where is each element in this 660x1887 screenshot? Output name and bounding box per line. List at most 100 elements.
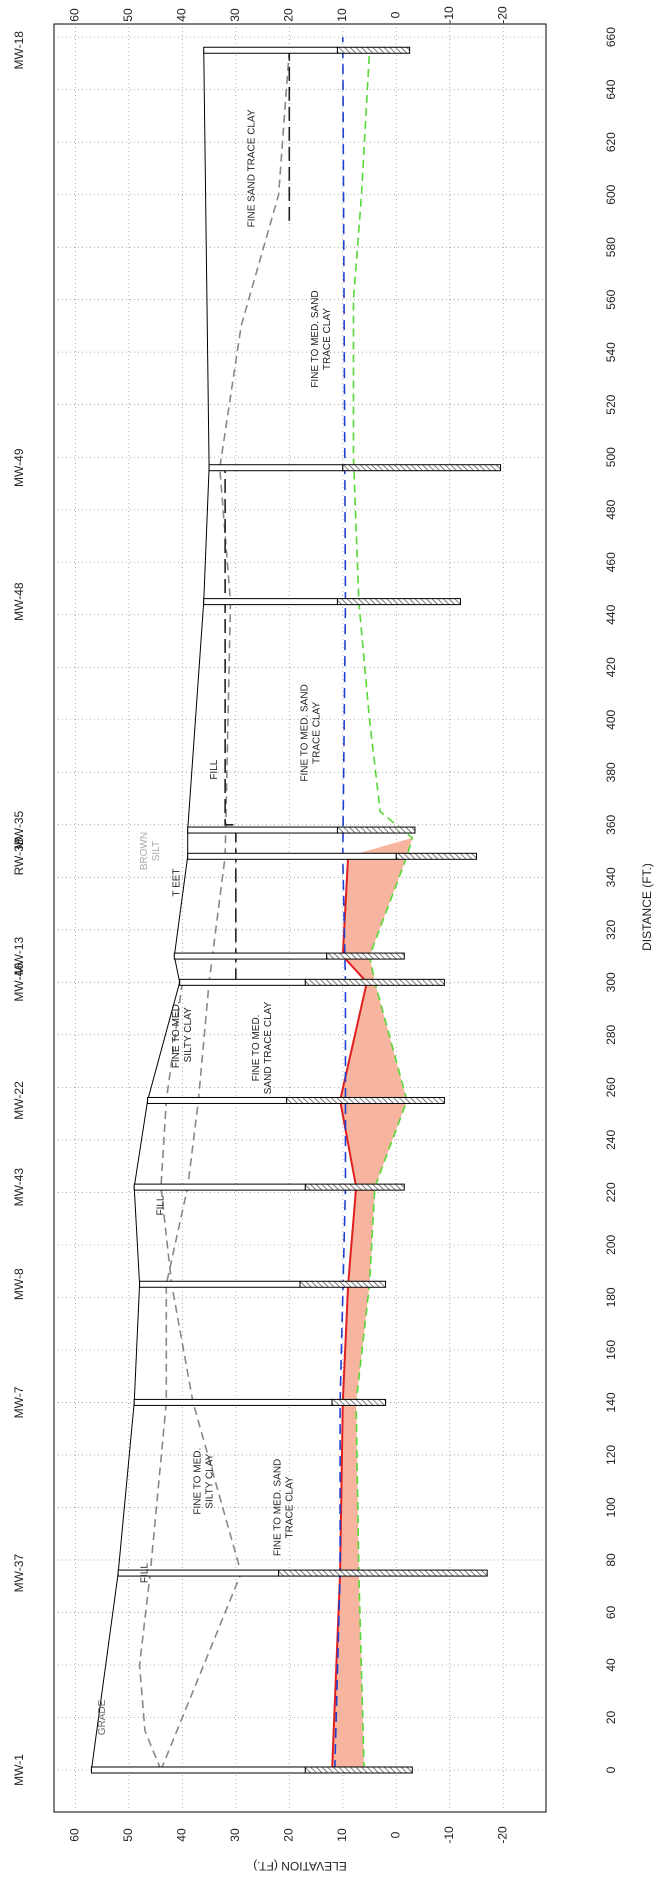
- well-casing: [187, 852, 397, 860]
- well-screen: [336, 46, 411, 54]
- well-casing: [133, 1398, 333, 1406]
- cross-section: DISTANCE (FT.) ELEVATION (FT.) 60 60 50 50 4…: [12, 6, 654, 1873]
- well-label: MW-1: [12, 1754, 26, 1786]
- annotation: SILT: [151, 841, 162, 861]
- well-label: MW-48: [12, 582, 26, 621]
- annotation: TRACE CLAY: [322, 308, 333, 370]
- well-label: MW-35: [12, 810, 26, 849]
- y-tick-label: 0: [388, 1831, 402, 1838]
- y-tick-label: -20: [495, 6, 509, 24]
- y-tick-label: 10: [335, 8, 349, 22]
- x-tick-label: 420: [604, 657, 618, 677]
- well-screen: [342, 464, 502, 472]
- annotation: SAND TRACE CLAY: [263, 1001, 274, 1094]
- well-screen: [304, 978, 445, 986]
- well-casing: [173, 952, 328, 960]
- x-tick-label: 120: [604, 1445, 618, 1465]
- x-tick-label: 500: [604, 447, 618, 467]
- well-casing: [139, 1280, 301, 1288]
- x-tick-label: 240: [604, 1130, 618, 1150]
- profile-line: [333, 37, 347, 1771]
- well-casing: [187, 826, 338, 834]
- annotation: FINE TO MED.: [192, 1448, 203, 1515]
- annotation: TRACE CLAY: [285, 1476, 296, 1538]
- well-label: MW-22: [12, 1081, 26, 1120]
- y-tick-label: 20: [281, 1828, 295, 1842]
- well-casing: [179, 978, 306, 986]
- x-tick-label: 460: [604, 552, 618, 572]
- x-tick-label: 320: [604, 919, 618, 939]
- profile-line: [224, 467, 237, 983]
- x-tick-label: 60: [604, 1605, 618, 1619]
- y-tick-label: -20: [495, 1826, 509, 1844]
- well-label: MW-13: [12, 937, 26, 976]
- annotation: T EET: [172, 868, 183, 896]
- x-tick-label: 400: [604, 709, 618, 729]
- well-casing: [90, 1766, 306, 1774]
- well-screen: [278, 1569, 488, 1577]
- x-tick-label: 620: [604, 132, 618, 152]
- plume-area: [332, 837, 413, 1770]
- annotation: FINE TO MED.: [171, 1001, 182, 1068]
- well-label: MW-43: [12, 1168, 26, 1207]
- x-tick-label: 200: [604, 1235, 618, 1255]
- x-tick-label: 520: [604, 394, 618, 414]
- well-casing: [133, 1183, 306, 1191]
- well-label: MW-49: [12, 448, 26, 487]
- y-tick-label: 40: [175, 8, 189, 22]
- well-label: RW-3B: [12, 837, 26, 875]
- x-tick-label: 380: [604, 762, 618, 782]
- annotation: FILL: [156, 1195, 167, 1215]
- x-tick-label: 300: [604, 972, 618, 992]
- y-tick-label: 60: [68, 8, 82, 22]
- x-tick-label: 80: [604, 1553, 618, 1567]
- x-tick-label: 360: [604, 814, 618, 834]
- well-screen: [336, 598, 461, 606]
- x-tick-label: 340: [604, 867, 618, 887]
- y-tick-label: 50: [121, 8, 135, 22]
- x-tick-label: 40: [604, 1658, 618, 1672]
- well-label: MW-46: [12, 963, 26, 1002]
- x-tick-label: 160: [604, 1340, 618, 1360]
- well-label: MW-8: [12, 1268, 26, 1300]
- y-tick-label: 30: [228, 8, 242, 22]
- x-tick-label: 100: [604, 1497, 618, 1517]
- x-tick-label: 480: [604, 499, 618, 519]
- x-tick-label: 580: [604, 237, 618, 257]
- y-tick-label: 50: [121, 1828, 135, 1842]
- y-tick-label: 40: [175, 1828, 189, 1842]
- y-tick-label: 0: [388, 11, 402, 18]
- annotation: FILL: [209, 759, 220, 779]
- well-label: MW-7: [12, 1386, 26, 1418]
- x-tick-label: 220: [604, 1182, 618, 1202]
- x-tick-label: 540: [604, 342, 618, 362]
- well-screen: [395, 852, 477, 860]
- y-tick-label: 30: [228, 1828, 242, 1842]
- annotation: FINE TO MED.: [251, 1015, 262, 1082]
- x-tick-label: 280: [604, 1025, 618, 1045]
- y-tick-label: 20: [281, 8, 295, 22]
- x-axis-label: DISTANCE (FT.): [640, 863, 654, 951]
- annotation: SILTY CLAY: [204, 1453, 215, 1508]
- annotation: FINE TO MED. SAND: [299, 684, 310, 781]
- x-tick-label: 640: [604, 79, 618, 99]
- y-tick-label: 10: [335, 1828, 349, 1842]
- well-casing: [203, 598, 338, 606]
- annotation: FILL: [140, 1563, 151, 1583]
- x-tick-label: 20: [604, 1710, 618, 1724]
- well-screen: [336, 826, 416, 834]
- x-tick-label: 140: [604, 1392, 618, 1412]
- well-label: MW-18: [12, 31, 26, 70]
- annotation: FINE SAND TRACE CLAY: [247, 109, 258, 227]
- y-axis-label: ELEVATION (FT.): [253, 1859, 347, 1873]
- x-tick-label: 180: [604, 1287, 618, 1307]
- annotation: FINE TO MED. SAND: [273, 1459, 284, 1556]
- well-casing: [203, 46, 338, 54]
- x-tick-label: 600: [604, 184, 618, 204]
- y-tick-label: -10: [442, 1826, 456, 1844]
- well-screen: [304, 1183, 405, 1191]
- annotation: SILTY CLAY: [183, 1007, 194, 1062]
- well-screen: [326, 952, 405, 960]
- y-tick-label: 60: [68, 1828, 82, 1842]
